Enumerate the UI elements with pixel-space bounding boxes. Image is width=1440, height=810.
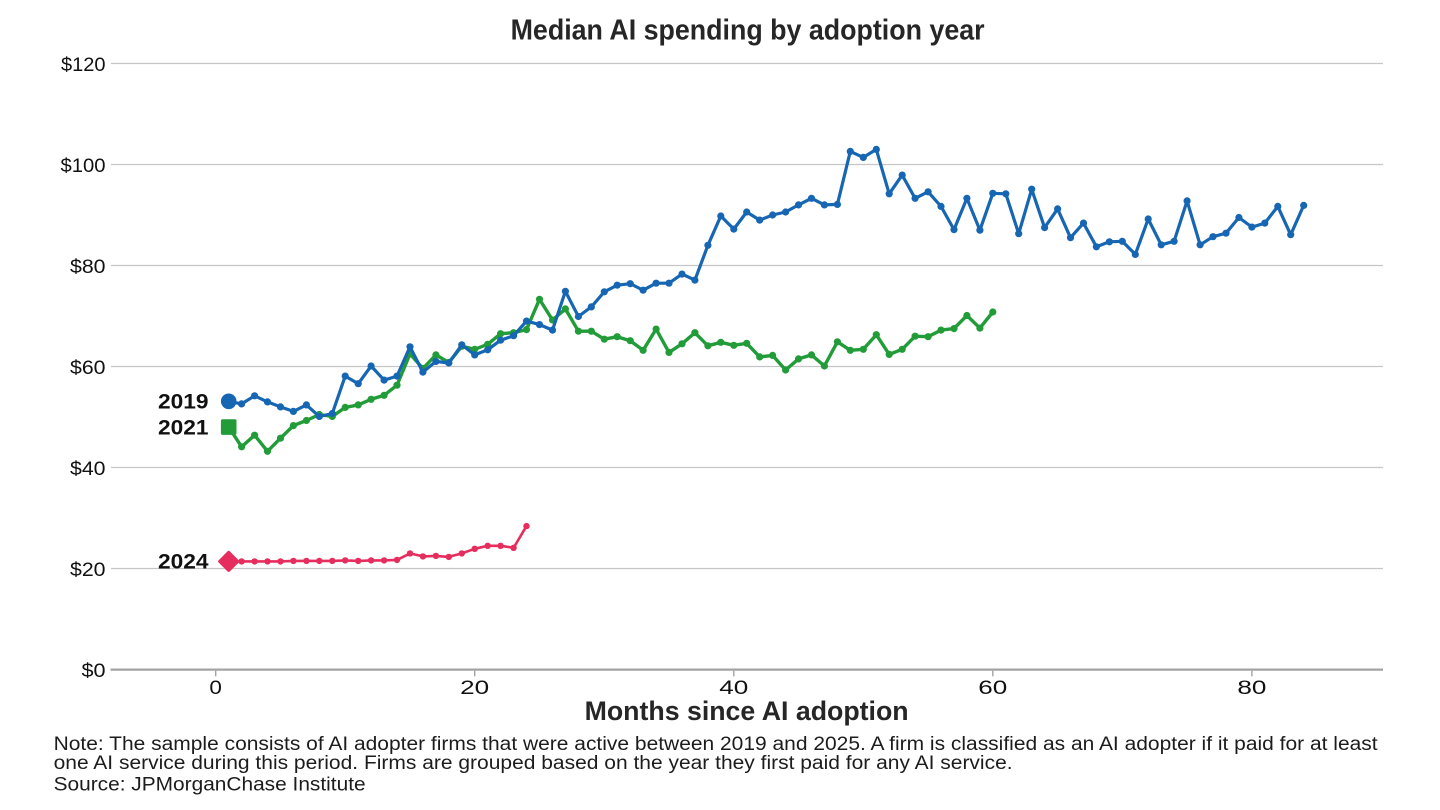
svg-text:Median AI spending by adoption: Median AI spending by adoption year (511, 14, 985, 46)
svg-text:$100: $100 (61, 156, 106, 177)
svg-text:Source: JPMorganChase Institut: Source: JPMorganChase Institute (54, 775, 366, 796)
svg-text:40: 40 (719, 678, 748, 699)
svg-text:2019: 2019 (158, 390, 209, 414)
svg-text:80: 80 (1237, 678, 1266, 699)
svg-text:one AI service during this per: one AI service during this period. Firms… (54, 753, 1013, 774)
svg-text:$60: $60 (70, 358, 106, 379)
svg-text:2024: 2024 (158, 550, 209, 574)
svg-text:Months since AI adoption: Months since AI adoption (585, 696, 909, 726)
svg-text:Note: The sample consists of A: Note: The sample consists of AI adopter … (54, 734, 1379, 755)
svg-text:60: 60 (978, 678, 1007, 699)
svg-text:$120: $120 (61, 55, 106, 76)
svg-text:20: 20 (460, 678, 489, 699)
svg-text:$0: $0 (82, 661, 106, 682)
svg-text:$20: $20 (70, 560, 106, 581)
svg-text:2021: 2021 (158, 415, 209, 439)
svg-text:$80: $80 (70, 257, 106, 278)
svg-text:$40: $40 (70, 459, 106, 480)
svg-text:0: 0 (209, 678, 222, 699)
